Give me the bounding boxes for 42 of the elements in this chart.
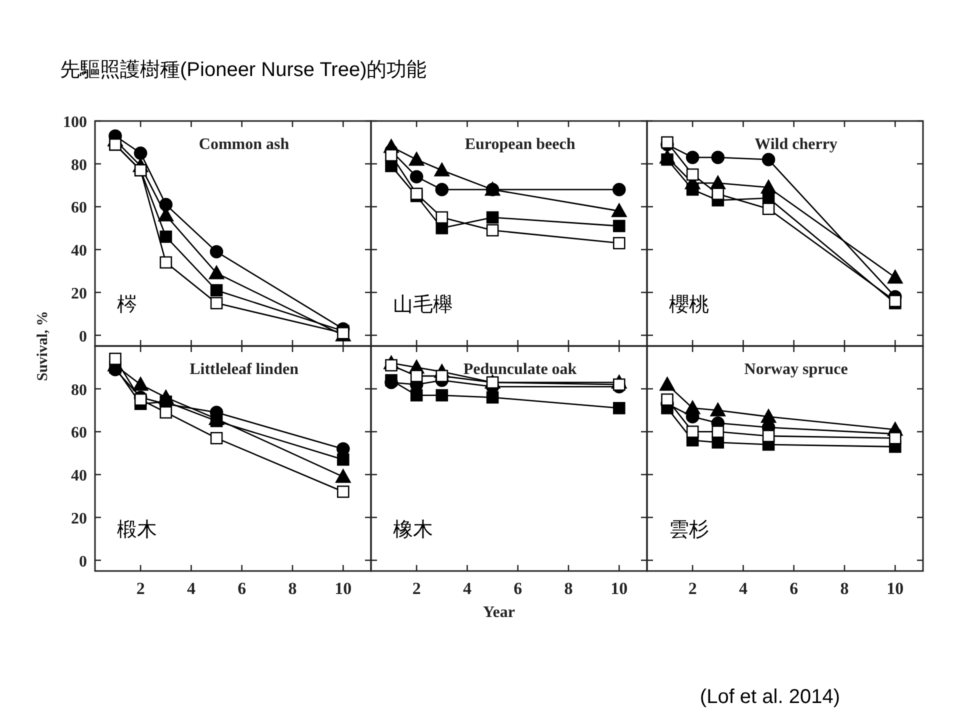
x-tick-label: 2 bbox=[412, 579, 421, 598]
x-tick-label: 8 bbox=[288, 579, 297, 598]
text: (Lof et al. 2014) bbox=[700, 686, 840, 708]
y-tick-label: 40 bbox=[71, 242, 87, 260]
annotation: 櫻桃 bbox=[669, 294, 709, 316]
x-tick-label: 2 bbox=[136, 579, 145, 598]
text: Littleleaf linden bbox=[190, 361, 299, 378]
x-tick-label: 6 bbox=[514, 579, 522, 598]
y-tick-label: 40 bbox=[71, 468, 87, 485]
y-tick-label: 60 bbox=[71, 200, 87, 217]
x-tick-label: 4 bbox=[738, 579, 748, 598]
text: Common ash bbox=[198, 136, 290, 153]
text: Wild cherry bbox=[754, 136, 838, 153]
x-tick-label: 4 bbox=[462, 579, 472, 598]
text: European beech bbox=[464, 136, 576, 153]
y-axis-title: Suvival, % bbox=[35, 310, 51, 382]
annotation: 山毛櫸 bbox=[393, 294, 453, 316]
x-tick-label: 4 bbox=[186, 579, 196, 598]
x-tick-label: 8 bbox=[564, 579, 573, 598]
y-tick-label: 100 bbox=[63, 114, 87, 131]
text: Norway spruce bbox=[744, 361, 848, 378]
y-tick-label: 0 bbox=[79, 328, 87, 346]
text: Pedunculate oak bbox=[463, 361, 577, 378]
annotation: 梣 bbox=[117, 294, 137, 316]
annotation: 橡木 bbox=[393, 519, 433, 541]
annotation: 椴木 bbox=[117, 519, 157, 541]
y-tick-label: 20 bbox=[71, 510, 87, 528]
text: 先驅照護樹種(Pioneer Nurse Tree)的功能 bbox=[60, 59, 427, 81]
x-tick-label: 8 bbox=[840, 579, 849, 598]
y-tick-label: 20 bbox=[71, 285, 87, 302]
y-tick-label: 80 bbox=[71, 382, 87, 399]
x-tick-label: 10 bbox=[334, 579, 352, 598]
annotation: 雲杉 bbox=[669, 519, 709, 541]
x-tick-label: 10 bbox=[886, 579, 904, 598]
x-tick-label: 2 bbox=[688, 579, 697, 598]
y-tick-label: 80 bbox=[71, 156, 87, 174]
y-tick-label: 0 bbox=[79, 553, 87, 570]
x-axis-title: Year bbox=[483, 604, 515, 621]
x-tick-label: 6 bbox=[238, 579, 246, 598]
x-tick-label: 6 bbox=[790, 579, 798, 598]
x-tick-label: 10 bbox=[610, 579, 628, 598]
y-tick-label: 60 bbox=[71, 424, 87, 442]
